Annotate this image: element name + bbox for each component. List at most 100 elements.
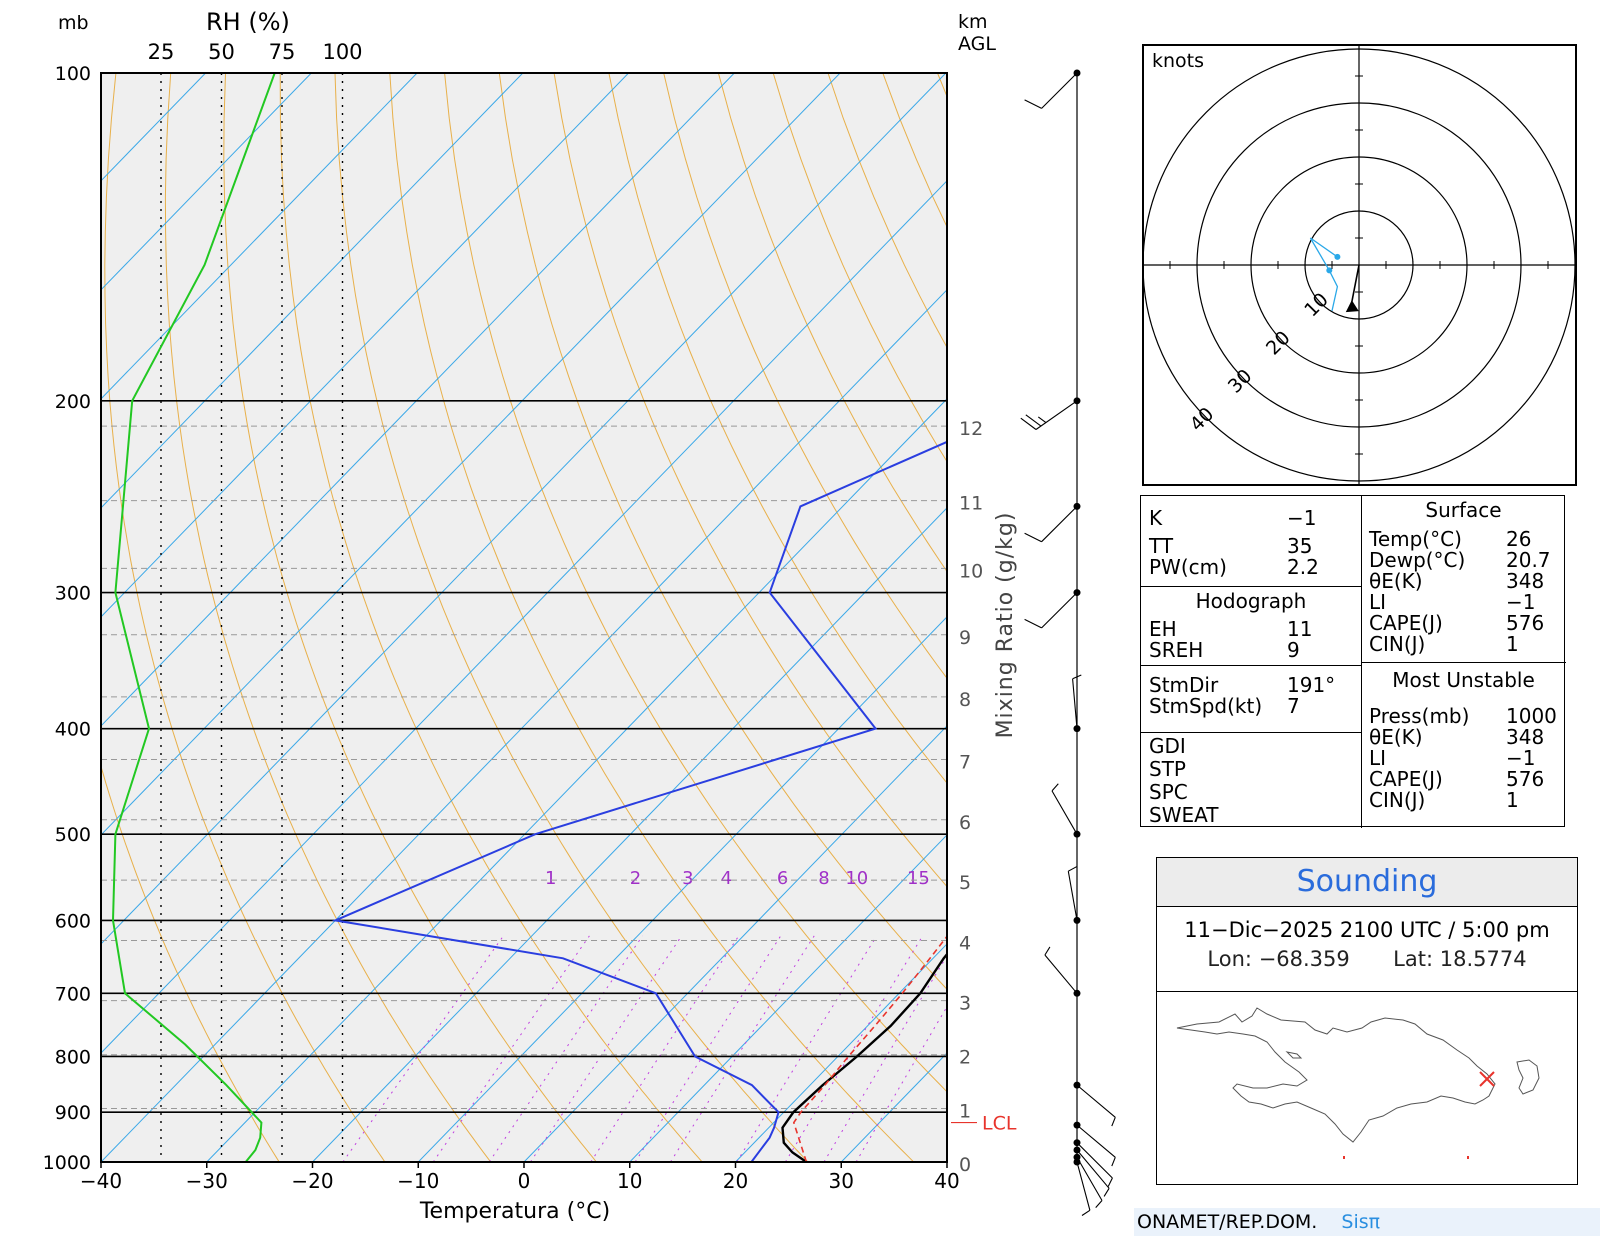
mixing-ratio-label: 3 xyxy=(682,868,693,889)
temp-tick-label: 0 xyxy=(518,1169,531,1193)
isotherm xyxy=(629,834,947,1162)
wind-barb xyxy=(1076,1124,1116,1167)
mixing-ratio-label: 10 xyxy=(845,868,868,889)
stmspd-label: StmSpd(kt) xyxy=(1149,694,1263,718)
hodograph-point xyxy=(1326,267,1333,274)
mu-cape-label: CAPE(J) xyxy=(1369,767,1443,791)
sounding-datetime: 11−Dic−2025 2100 UTC / 5:00 pm xyxy=(1184,918,1550,942)
isotherm xyxy=(101,73,947,945)
mu-li-value: −1 xyxy=(1506,746,1536,770)
agl-label: AGL xyxy=(958,33,996,55)
indices-panel: K −1 TT 35 PW(cm) 2.2 Hodograph EH 11 SR… xyxy=(1140,495,1566,828)
sfc-dewp-value: 20.7 xyxy=(1506,548,1551,572)
tt-value: 35 xyxy=(1287,534,1313,558)
km-tick-label: 0 xyxy=(959,1154,971,1176)
mixing-ratio-line xyxy=(590,935,740,1162)
km-tick-label: 2 xyxy=(959,1047,971,1069)
k-label: K xyxy=(1149,506,1163,530)
dewpoint-profile xyxy=(331,440,947,1162)
dry-adiabat xyxy=(101,764,280,1162)
sweat-label: SWEAT xyxy=(1149,803,1219,827)
mu-thetae-value: 348 xyxy=(1506,725,1545,749)
temp-tick-label: 40 xyxy=(934,1169,959,1193)
sfc-cin-label: CIN(J) xyxy=(1369,632,1426,656)
km-tick-label: 8 xyxy=(959,689,971,711)
k-value: −1 xyxy=(1287,506,1317,530)
stp-label: STP xyxy=(1149,757,1186,781)
rh-tick-label: 50 xyxy=(208,40,235,64)
lon-label: Lon: xyxy=(1207,947,1252,971)
isotherm xyxy=(101,73,312,291)
most-unstable-box: Most Unstable Press(mb) 1000 θE(K) 348 L… xyxy=(1361,662,1566,828)
sounding-title: Sounding xyxy=(1157,858,1577,907)
mixing-ratio-label: 6 xyxy=(777,868,788,889)
sreh-value: 9 xyxy=(1287,638,1300,662)
mixing-ratio-line xyxy=(432,935,590,1162)
pw-value: 2.2 xyxy=(1287,555,1319,579)
storm-motion-arrowhead xyxy=(1345,300,1359,313)
mixing-ratio-line xyxy=(670,935,815,1162)
eh-label: EH xyxy=(1149,617,1177,641)
mu-press-value: 1000 xyxy=(1506,704,1557,728)
sfc-dewp-label: Dewp(°C) xyxy=(1369,548,1466,572)
isotherm xyxy=(101,73,841,836)
mixing-ratio-line xyxy=(855,1005,947,1162)
pressure-tick-label: 1000 xyxy=(43,1152,91,1174)
mixing-ratio-label: 30 xyxy=(1018,868,1041,889)
other-indices-box: GDI STP SPC SWEAT xyxy=(1141,732,1362,828)
km-tick-label: 5 xyxy=(959,872,971,894)
wind-barb xyxy=(1044,946,1078,994)
sfc-cape-value: 576 xyxy=(1506,611,1545,635)
mu-press-label: Press(mb) xyxy=(1369,704,1470,728)
isotherm xyxy=(101,73,524,509)
surface-header: Surface xyxy=(1425,498,1502,522)
mu-thetae-label: θE(K) xyxy=(1369,725,1423,749)
stability-box: K −1 TT 35 PW(cm) 2.2 xyxy=(1141,496,1362,587)
storm-motion-arrow xyxy=(1351,264,1360,303)
temp-tick-label: 30 xyxy=(829,1169,854,1193)
footer-org: ONAMET/REP.DOM. xyxy=(1137,1211,1318,1233)
mixing-ratio-line xyxy=(634,935,782,1162)
hodograph-stats-box: Hodograph EH 11 SREH 9 xyxy=(1141,586,1362,666)
hodograph-point xyxy=(1334,253,1341,260)
hodograph-header: Hodograph xyxy=(1195,589,1307,613)
pressure-tick-label: 300 xyxy=(55,583,91,605)
sounding-coords: Lon: −68.359 Lat: 18.5774 xyxy=(1157,947,1577,971)
dry-adiabat xyxy=(444,73,947,1093)
mu-li-label: LI xyxy=(1369,746,1387,770)
pressure-tick-label: 900 xyxy=(55,1102,91,1124)
dry-adiabat xyxy=(223,73,597,1162)
isotherm xyxy=(101,73,418,400)
x-axis-label: Temperatura (°C) xyxy=(419,1199,610,1224)
km-tick-label: 4 xyxy=(959,932,971,954)
sfc-thetae-label: θE(K) xyxy=(1369,569,1423,593)
lcl-label: LCL xyxy=(982,1113,1017,1135)
tt-label: TT xyxy=(1149,534,1174,558)
mixing-ratio-line xyxy=(736,935,878,1162)
mixing-ratio-label: 4 xyxy=(721,868,732,889)
mixing-ratio-line xyxy=(530,935,683,1162)
rh-tick-label: 75 xyxy=(269,40,296,64)
sfc-cape-label: CAPE(J) xyxy=(1369,611,1443,635)
mixing-ratio-line xyxy=(784,935,924,1162)
gdi-label: GDI xyxy=(1149,734,1186,758)
pressure-tick-label: 700 xyxy=(55,983,91,1005)
mixing-ratio-label: 1 xyxy=(545,868,556,889)
location-map xyxy=(1176,1007,1540,1159)
wind-barb xyxy=(1051,783,1078,835)
km-tick-label: 11 xyxy=(959,493,983,515)
isotherm xyxy=(523,725,947,1162)
pressure-tick-label: 200 xyxy=(55,391,91,413)
sfc-li-value: −1 xyxy=(1506,590,1536,614)
sfc-li-label: LI xyxy=(1369,590,1387,614)
temperature-profile xyxy=(781,952,947,1162)
pressure-tick-label: 500 xyxy=(55,824,91,846)
mixing-ratio-label: 8 xyxy=(818,868,829,889)
stmspd-value: 7 xyxy=(1287,694,1300,718)
location-marker xyxy=(1479,1071,1495,1087)
rh-tick-label: 100 xyxy=(322,40,362,64)
y-axis-label: mb xyxy=(58,12,89,34)
km-tick-label: 6 xyxy=(959,812,971,834)
hodograph-units-label: knots xyxy=(1152,50,1204,72)
